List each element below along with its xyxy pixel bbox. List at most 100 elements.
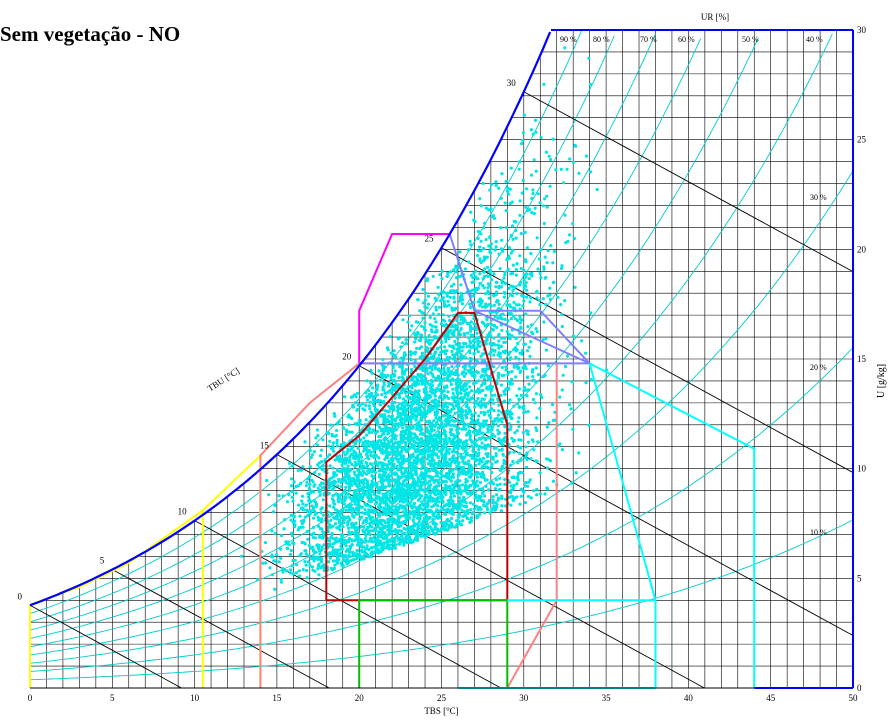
data-point xyxy=(377,456,381,460)
data-point xyxy=(567,403,572,407)
data-point xyxy=(411,424,415,428)
data-point xyxy=(430,384,434,388)
data-point xyxy=(409,485,413,489)
data-point xyxy=(373,448,377,452)
data-point xyxy=(509,415,513,419)
data-point xyxy=(415,481,419,485)
data-point xyxy=(461,298,465,302)
data-point xyxy=(541,204,546,208)
data-point xyxy=(460,508,464,512)
data-point xyxy=(512,404,516,408)
data-point xyxy=(459,355,463,359)
data-point xyxy=(486,430,490,434)
data-point xyxy=(522,283,526,287)
data-point xyxy=(397,524,402,528)
data-point xyxy=(271,510,275,514)
data-point xyxy=(488,352,492,356)
data-point xyxy=(407,516,411,520)
data-point xyxy=(418,373,422,377)
data-point xyxy=(421,311,425,315)
data-point xyxy=(311,545,315,549)
data-point xyxy=(383,531,387,535)
data-point xyxy=(535,330,539,334)
data-point xyxy=(343,495,347,499)
data-point xyxy=(290,533,294,538)
data-point xyxy=(474,493,478,497)
data-point xyxy=(517,167,521,171)
data-point xyxy=(431,499,435,503)
data-point xyxy=(522,389,526,393)
data-point xyxy=(470,454,474,458)
data-point xyxy=(457,486,461,491)
data-point xyxy=(448,510,452,515)
data-point xyxy=(444,451,448,455)
data-point xyxy=(432,401,436,405)
data-point xyxy=(369,381,373,385)
data-point xyxy=(489,242,493,246)
data-point xyxy=(458,496,462,500)
data-point xyxy=(312,516,316,520)
data-point xyxy=(371,465,375,469)
data-point xyxy=(312,548,316,552)
data-point xyxy=(516,478,520,482)
data-point xyxy=(366,555,370,559)
data-point xyxy=(414,468,418,473)
data-point xyxy=(331,444,335,448)
data-point xyxy=(425,346,429,350)
data-point xyxy=(386,527,391,532)
data-point xyxy=(424,519,428,523)
data-point xyxy=(379,439,383,443)
data-point xyxy=(393,546,397,550)
data-point xyxy=(530,196,534,201)
data-point xyxy=(450,365,454,369)
data-point xyxy=(369,546,373,550)
data-point xyxy=(468,359,473,363)
data-point xyxy=(402,353,406,357)
data-point xyxy=(451,391,455,396)
data-point xyxy=(458,250,462,254)
data-point xyxy=(480,466,484,470)
data-point xyxy=(539,135,543,140)
data-point xyxy=(424,393,428,397)
data-point xyxy=(527,208,532,212)
data-point xyxy=(542,82,546,86)
data-point xyxy=(471,502,476,506)
data-point xyxy=(390,439,394,443)
data-point xyxy=(491,327,495,331)
data-point xyxy=(403,405,407,409)
data-point xyxy=(442,319,447,323)
data-point xyxy=(528,272,532,276)
data-point xyxy=(469,305,473,310)
data-point xyxy=(284,540,288,544)
data-point xyxy=(368,515,372,519)
data-point xyxy=(428,341,433,345)
data-point xyxy=(431,274,435,278)
data-point xyxy=(410,426,414,431)
data-point xyxy=(425,457,430,461)
data-point xyxy=(546,364,551,368)
data-point xyxy=(350,550,354,554)
data-point xyxy=(479,301,483,305)
data-point xyxy=(393,450,397,454)
data-point xyxy=(517,425,521,429)
data-point xyxy=(334,539,338,543)
data-point xyxy=(398,467,402,471)
data-point xyxy=(333,559,337,563)
data-point xyxy=(240,554,244,558)
data-point xyxy=(329,552,333,556)
data-point xyxy=(399,451,403,455)
data-point xyxy=(534,169,538,173)
data-point xyxy=(454,276,459,280)
data-point xyxy=(428,424,432,428)
data-point xyxy=(449,289,453,293)
data-point xyxy=(504,226,508,230)
data-point xyxy=(442,396,446,400)
data-point xyxy=(478,487,482,491)
data-point xyxy=(388,492,392,497)
data-point xyxy=(289,518,293,522)
data-point xyxy=(524,288,529,292)
data-point xyxy=(454,440,458,444)
data-point xyxy=(467,260,471,264)
data-point xyxy=(447,470,452,474)
data-point xyxy=(300,521,304,526)
